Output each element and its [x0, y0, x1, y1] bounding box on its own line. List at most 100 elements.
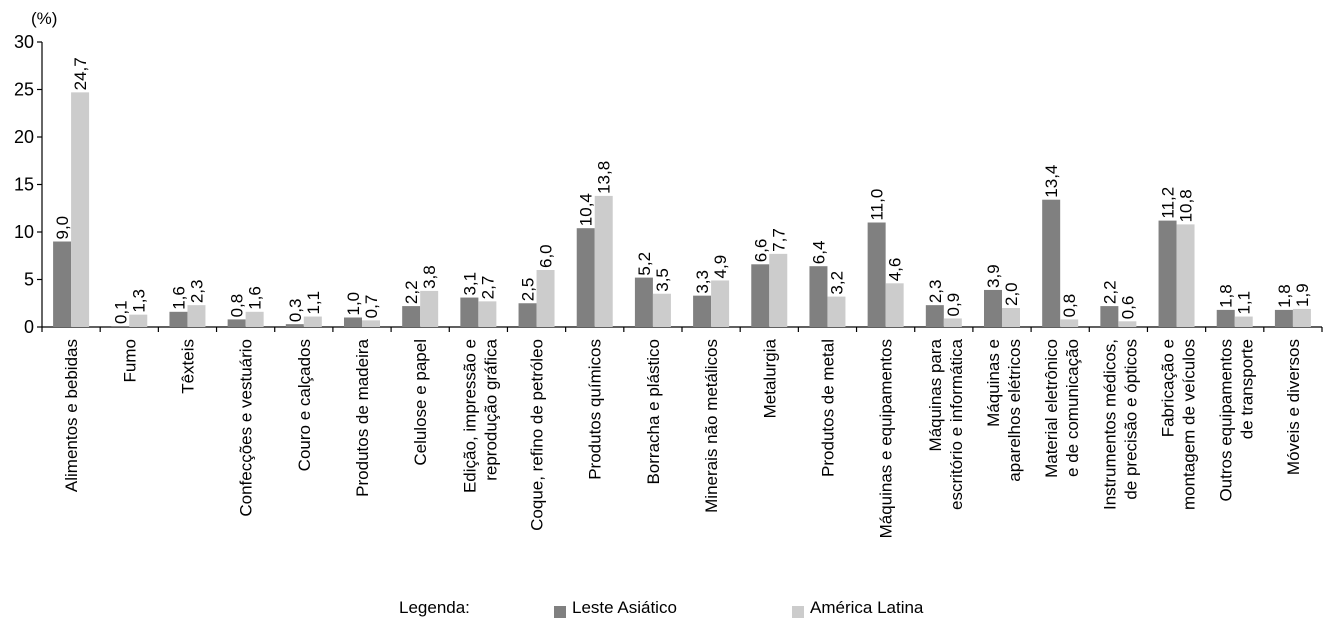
- category-label-line: Borracha e plástico: [644, 339, 663, 485]
- category-label-coque-refino-de-petroleo: Coque, refino de petróleo: [528, 339, 547, 531]
- value-label-leste-asiatico: 2,3: [926, 280, 945, 304]
- bar-america-latina: [1292, 308, 1311, 327]
- category-label-line: Confecções e vestuário: [237, 339, 256, 517]
- category-label-borracha-e-plastico: Borracha e plástico: [644, 339, 663, 485]
- bar-leste-asiatico: [925, 305, 944, 327]
- value-label-america-latina: 13,8: [595, 161, 614, 194]
- category-label-celulose-e-papel: Celulose e papel: [411, 339, 430, 466]
- category-label-line: Têxteis: [178, 339, 197, 394]
- bar-leste-asiatico: [518, 303, 537, 327]
- category-label-line: Outros equipamentos: [1217, 339, 1236, 502]
- value-label-leste-asiatico: 2,2: [402, 280, 421, 304]
- bar-leste-asiatico: [984, 289, 1002, 327]
- value-label-america-latina: 4,9: [711, 255, 730, 279]
- bar-leste-asiatico: [1158, 220, 1177, 327]
- category-label-line: Coque, refino de petróleo: [528, 339, 547, 531]
- category-label-line: Celulose e papel: [411, 339, 430, 466]
- category-label-maquinas-e-equipamentos: Máquinas e equipamentos: [877, 339, 896, 538]
- bar-leste-asiatico: [634, 277, 653, 327]
- value-label-leste-asiatico: 3,1: [460, 272, 479, 296]
- bar-leste-asiatico: [227, 319, 246, 327]
- value-label-america-latina: 7,7: [769, 228, 788, 252]
- value-label-leste-asiatico: 11,2: [1159, 187, 1178, 219]
- value-label-leste-asiatico: 0,8: [228, 294, 247, 318]
- y-tick-label: 20: [14, 127, 34, 147]
- category-label-line: e de comunicação: [1063, 339, 1082, 477]
- y-tick-label: 5: [24, 270, 34, 290]
- value-label-leste-asiatico: 5,2: [635, 252, 654, 276]
- bar-leste-asiatico: [1042, 199, 1061, 327]
- value-label-america-latina: 0,9: [944, 293, 963, 317]
- y-tick-label: 15: [14, 175, 34, 195]
- value-label-america-latina: 10,8: [1177, 189, 1196, 222]
- value-labels: 9,024,70,11,3 1,6 2,30,81,60,3 1,1 1,0 0,72,2…: [53, 57, 1312, 324]
- value-label-leste-asiatico: 1,6: [169, 286, 188, 310]
- category-label-line: Fumo: [120, 339, 139, 382]
- value-label-leste-asiatico: 13,4: [1042, 165, 1061, 198]
- value-label-leste-asiatico: 9,0: [53, 216, 72, 240]
- value-label-leste-asiatico: 1,8: [1217, 284, 1236, 308]
- bar-leste-asiatico: [809, 266, 828, 327]
- bar-leste-asiatico: [751, 264, 770, 327]
- bar-america-latina: [594, 195, 613, 327]
- bar-leste-asiatico: [867, 222, 886, 327]
- value-label-leste-asiatico: 1,0: [344, 292, 363, 316]
- bar-america-latina: [187, 305, 206, 327]
- category-label-line: Máquinas e equipamentos: [877, 339, 896, 538]
- category-label-produtos-quimicos: Produtos químicos: [586, 339, 605, 480]
- category-label-metalurgia: Metalurgia: [760, 338, 779, 418]
- value-label-america-latina: 0,7: [362, 295, 381, 319]
- legend-title: Legenda:: [399, 598, 470, 617]
- value-label-america-latina: 1,1: [304, 291, 323, 315]
- value-label-leste-asiatico: 2,2: [1100, 280, 1119, 304]
- category-label-line: reprodução gráfica: [481, 338, 500, 480]
- category-label-produtos-de-madeira: Produtos de madeira: [353, 338, 372, 496]
- bar-america-latina: [303, 316, 322, 327]
- bar-leste-asiatico: [693, 295, 712, 327]
- category-label-line: montagem de veículos: [1180, 339, 1199, 510]
- bar-america-latina: [1118, 321, 1137, 327]
- category-label-line: Máquinas para: [926, 338, 945, 451]
- category-label-line: aparelhos elétricos: [1005, 339, 1024, 482]
- value-label-america-latina: 6,0: [537, 244, 556, 268]
- bar-leste-asiatico: [402, 306, 421, 327]
- bar-america-latina: [1002, 308, 1020, 327]
- category-label-texteis: Têxteis: [178, 339, 197, 394]
- value-label-leste-asiatico: 11,0: [868, 189, 887, 221]
- category-label-maquinas-para-escritorio-e-informatica: Máquinas para escritório e informática: [926, 338, 966, 510]
- legend-swatch-leste-asiatico: [554, 606, 566, 618]
- bar-america-latina: [1234, 316, 1253, 327]
- legend-swatch-america-latina: [792, 606, 804, 618]
- legend: Legenda: Leste Asiático América Latina: [0, 596, 1324, 626]
- bar-america-latina: [769, 253, 788, 327]
- category-label-line: Minerais não metálicos: [702, 339, 721, 513]
- category-label-line: Móveis e diversos: [1284, 339, 1303, 475]
- category-label-line: Material eletrônico: [1042, 339, 1061, 478]
- value-label-america-latina: 1,6: [246, 286, 265, 310]
- value-label-america-latina: 2,7: [478, 276, 497, 300]
- bars: [53, 92, 1311, 327]
- value-label-america-latina: 1,9: [1293, 283, 1312, 307]
- value-label-america-latina: 4,6: [886, 258, 905, 282]
- bar-leste-asiatico: [169, 311, 188, 327]
- value-label-america-latina: 2,0: [1002, 282, 1021, 306]
- bar-america-latina: [827, 296, 846, 327]
- category-label-alimentos-e-bebidas: Alimentos e bebidas: [62, 339, 81, 492]
- category-label-fabricacao-e-montagem-de-veiculos: Fabricação e montagem de veículos: [1159, 339, 1199, 510]
- bar-america-latina: [943, 318, 962, 327]
- legend-label-leste-asiatico: Leste Asiático: [572, 598, 677, 617]
- value-label-leste-asiatico: 1,8: [1275, 284, 1294, 308]
- bar-leste-asiatico: [344, 317, 362, 327]
- value-label-america-latina: 24,7: [71, 57, 90, 90]
- category-label-confeccoes-e-vestuario: Confecções e vestuário: [237, 339, 256, 517]
- bar-leste-asiatico: [111, 326, 130, 327]
- bar-leste-asiatico: [1216, 309, 1235, 327]
- category-label-produtos-de-metal: Produtos de metal: [818, 339, 837, 477]
- value-label-america-latina: 3,2: [827, 271, 846, 295]
- category-label-instrumentos-medicos-de-precisao-e-opticos: Instrumentos médicos, de precisão e óptic…: [1100, 339, 1140, 510]
- category-label-line: Instrumentos médicos,: [1100, 339, 1119, 510]
- category-label-line: Máquinas e: [984, 339, 1003, 427]
- value-label-leste-asiatico: 10,4: [577, 193, 596, 226]
- category-label-line: Produtos de metal: [818, 339, 837, 477]
